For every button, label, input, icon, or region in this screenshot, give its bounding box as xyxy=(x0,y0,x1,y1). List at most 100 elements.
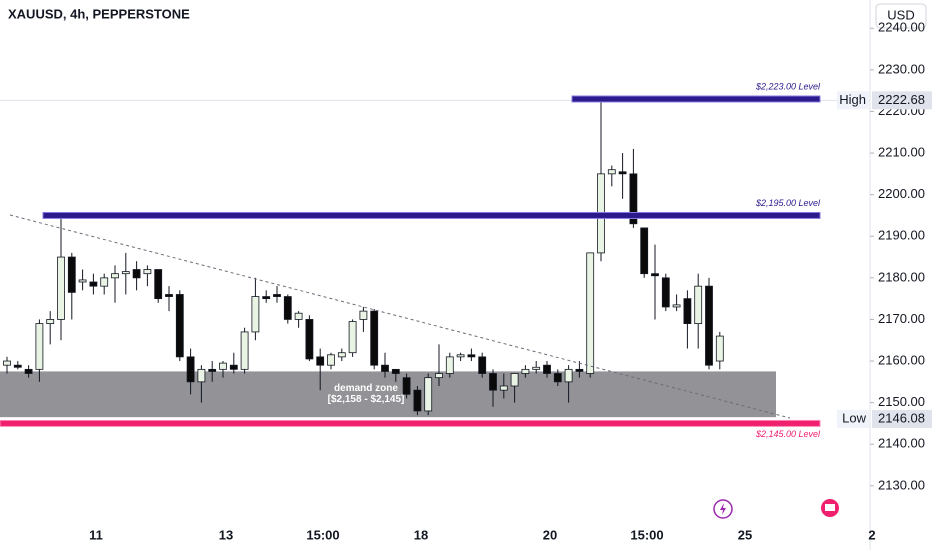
candle-body-down xyxy=(24,368,33,374)
candle-body-up xyxy=(57,256,65,320)
candle-body-up xyxy=(78,279,87,283)
candle-body-up xyxy=(46,319,55,324)
trend-line xyxy=(9,214,791,419)
level-label: $2,195.00 Level xyxy=(755,198,821,208)
candle-body-up xyxy=(499,385,508,391)
candle-body-down xyxy=(651,273,659,277)
x-tick-label: 11 xyxy=(89,527,103,542)
candle-body-down xyxy=(283,296,292,320)
candle-body-down xyxy=(618,171,627,175)
candle-body-down xyxy=(661,277,670,308)
candle-body-down xyxy=(413,389,422,412)
y-tick-label: 2160.00 xyxy=(878,352,925,367)
candle-body-down xyxy=(13,364,22,368)
y-tick-label: 2130.00 xyxy=(878,477,925,492)
candle-body-down xyxy=(370,310,379,366)
candle-body-down xyxy=(489,373,497,391)
candle-body-down xyxy=(683,298,692,324)
zone-range-label: [$2,158 - $2,145] xyxy=(328,394,405,405)
x-tick-label: 2 xyxy=(868,527,875,542)
candle-body-up xyxy=(197,368,206,383)
currency-label[interactable]: USD xyxy=(887,7,914,22)
candle-body-down xyxy=(154,269,163,300)
currency-button[interactable] xyxy=(875,3,927,29)
marker-value: 2146.08 xyxy=(878,410,925,425)
candle-body-up xyxy=(219,362,227,370)
level-label: $2,145.00 Level xyxy=(755,429,821,439)
x-tick-label: 13 xyxy=(219,527,233,542)
candle-body-down xyxy=(381,364,389,372)
candle-body-up xyxy=(521,368,530,374)
candle-body-down xyxy=(640,227,649,275)
level-line xyxy=(42,211,821,219)
y-tick-label: 2200.00 xyxy=(878,186,925,201)
candle-body-down xyxy=(553,373,562,383)
candle-body-up xyxy=(435,373,443,379)
candle-body-up xyxy=(294,312,303,320)
candle-body-down xyxy=(67,256,76,293)
y-tick-label: 2190.00 xyxy=(878,228,925,243)
candle-body-up xyxy=(100,277,109,287)
candle-body-up xyxy=(564,368,573,383)
calendar-glyph xyxy=(825,504,835,511)
x-tick-label: 15:00 xyxy=(630,527,663,542)
candle-body-up xyxy=(672,304,681,308)
candle-body-down xyxy=(316,356,325,366)
candle-body-up xyxy=(35,323,44,370)
candle-body-up xyxy=(121,271,130,275)
marker-name: High xyxy=(839,92,866,107)
candle-body-down xyxy=(575,368,584,372)
level-line xyxy=(0,419,821,427)
candle-body-up xyxy=(251,296,260,333)
level-line xyxy=(571,95,821,103)
demand-zone xyxy=(0,371,776,418)
candle-body-up xyxy=(348,321,357,354)
marker-name-box xyxy=(837,91,869,110)
x-tick-label: 18 xyxy=(414,527,428,542)
candle-body-up xyxy=(424,377,433,412)
x-tick-label: 20 xyxy=(543,527,557,542)
x-tick-label: 25 xyxy=(738,527,752,542)
y-tick-label: 2150.00 xyxy=(878,394,925,409)
candle-body-up xyxy=(3,360,11,366)
marker-name: Low xyxy=(842,410,866,425)
candle-body-down xyxy=(186,356,195,383)
candle-body-up xyxy=(456,354,465,358)
candle-body-down xyxy=(89,281,98,287)
candle-body-down xyxy=(467,354,476,358)
candle-body-down xyxy=(165,294,173,297)
candle-body-up xyxy=(532,366,541,370)
candle-body-down xyxy=(402,377,411,395)
marker-value-box xyxy=(872,91,932,110)
candle-body-down xyxy=(208,368,217,372)
zone-label: demand zone xyxy=(334,383,398,394)
candle-body-down xyxy=(543,364,551,374)
y-tick-label: 2140.00 xyxy=(878,436,925,451)
candle-body-down xyxy=(705,285,713,366)
x-tick-label: 15:00 xyxy=(306,527,339,542)
candle-body-up xyxy=(143,269,152,275)
candle-body-up xyxy=(240,331,249,370)
y-tick-label: 2170.00 xyxy=(878,311,925,326)
candle-body-up xyxy=(715,335,724,362)
y-tick-label: 2240.00 xyxy=(878,20,925,35)
marker-name-box xyxy=(837,409,869,428)
candle-body-up xyxy=(111,273,119,279)
plot-area: demand zone[$2,158 - $2,145] xyxy=(0,99,870,418)
candle-body-up xyxy=(327,354,335,366)
candle-body-up xyxy=(359,310,368,320)
level-label: $2,223.00 Level xyxy=(755,81,821,91)
y-tick-label: 2210.00 xyxy=(878,145,925,160)
candle-body-down xyxy=(273,294,281,297)
candle-body-down xyxy=(478,356,487,374)
candle-body-up xyxy=(510,373,519,387)
marker-value: 2222.68 xyxy=(878,92,925,107)
candle-body-down xyxy=(305,319,314,360)
candle-body-down xyxy=(175,294,184,358)
candle-body-down xyxy=(629,173,638,225)
candle-body-up xyxy=(445,356,454,374)
symbol-title: XAUUSD, 4h, PEPPERSTONE xyxy=(8,6,190,21)
candle-body-down xyxy=(262,296,271,300)
candle-body-up xyxy=(586,252,595,374)
